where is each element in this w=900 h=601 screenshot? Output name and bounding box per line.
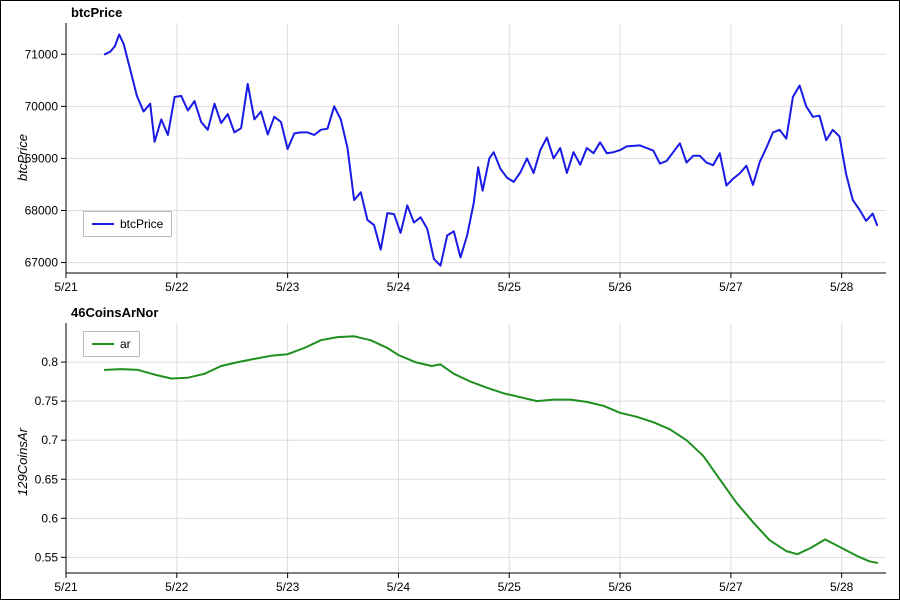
svg-text:5/27: 5/27 <box>719 580 743 594</box>
svg-text:70000: 70000 <box>25 99 59 113</box>
svg-text:5/24: 5/24 <box>387 280 411 294</box>
legend-swatch-btcprice <box>92 223 114 225</box>
svg-text:71000: 71000 <box>25 47 59 61</box>
chart-container: btcPrice btcPrice 5/215/225/235/245/255/… <box>0 0 900 600</box>
svg-text:5/26: 5/26 <box>608 580 632 594</box>
svg-text:5/25: 5/25 <box>498 580 522 594</box>
top-chart-ylabel: btcPrice <box>15 134 30 181</box>
svg-text:5/26: 5/26 <box>608 280 632 294</box>
svg-text:5/28: 5/28 <box>830 580 854 594</box>
svg-text:5/21: 5/21 <box>54 580 78 594</box>
svg-text:5/27: 5/27 <box>719 280 743 294</box>
svg-text:5/24: 5/24 <box>387 580 411 594</box>
svg-text:5/23: 5/23 <box>276 580 300 594</box>
svg-text:0.6: 0.6 <box>41 511 58 525</box>
svg-text:5/28: 5/28 <box>830 280 854 294</box>
legend-swatch-ar <box>92 343 114 345</box>
legend-label-btcprice: btcPrice <box>120 217 163 231</box>
svg-text:0.55: 0.55 <box>35 550 59 564</box>
bottom-chart-ylabel: 129CoinsAr <box>15 428 30 496</box>
svg-text:5/25: 5/25 <box>498 280 522 294</box>
top-chart-title: btcPrice <box>71 5 122 20</box>
svg-text:0.75: 0.75 <box>35 394 59 408</box>
bottom-chart-title: 46CoinsArNor <box>71 305 158 320</box>
svg-text:5/21: 5/21 <box>54 280 78 294</box>
svg-text:5/22: 5/22 <box>165 280 189 294</box>
top-chart-panel: btcPrice btcPrice 5/215/225/235/245/255/… <box>1 1 899 301</box>
top-chart-legend: btcPrice <box>83 211 172 237</box>
top-chart-svg: 5/21 5/22 5/23 5/24 5/25 5/26 5/27 5/28 67000 680… <box>1 1 900 301</box>
bottom-chart-legend: ar <box>83 331 140 357</box>
svg-text:0.7: 0.7 <box>41 433 58 447</box>
legend-label-ar: ar <box>120 337 131 351</box>
svg-text:68000: 68000 <box>25 204 59 218</box>
svg-text:5/23: 5/23 <box>276 280 300 294</box>
svg-text:67000: 67000 <box>25 256 59 270</box>
svg-text:0.65: 0.65 <box>35 472 59 486</box>
svg-text:0.8: 0.8 <box>41 355 58 369</box>
svg-text:5/22: 5/22 <box>165 580 189 594</box>
bottom-chart-panel: 46CoinsArNor 129CoinsAr 5/21 5/22 5/23 5/24… <box>1 301 899 601</box>
